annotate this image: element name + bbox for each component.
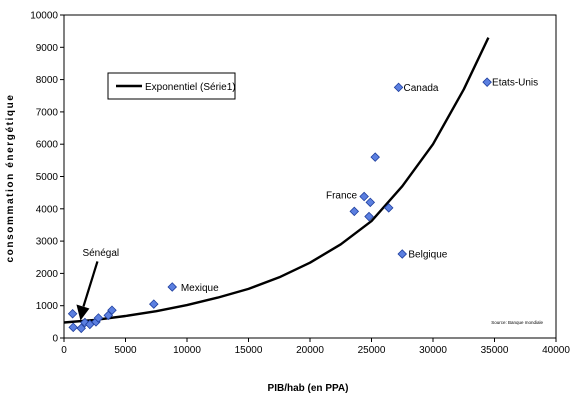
y-tick-label: 4000 [36,204,59,215]
data-point [370,152,380,162]
y-tick-label: 9000 [36,43,59,54]
y-tick-label: 3000 [36,237,59,248]
data-point [76,323,86,334]
legend-box [107,72,236,100]
x-axis: 0 5000 10000 15000 20000 25000 30000 35000 40000 [61,338,570,356]
legend-label: Exponentiel (Série1) [145,82,236,93]
plot-area [63,14,557,339]
x-tick-label: 40000 [542,345,570,356]
data-point [397,249,408,259]
arrow-shaft [82,261,99,307]
x-tick-label: 10000 [173,345,201,356]
arrow-head [76,304,90,321]
data-point [349,206,360,217]
data-point [383,203,394,213]
y-tick-label: 7000 [36,107,59,118]
y-tick-label: 8000 [36,75,59,86]
x-tick-label: 30000 [419,345,447,356]
country-label: Etats-Unis [492,78,538,89]
x-axis-title: PIB/hab (en PPA) [268,383,349,394]
data-point [364,211,374,222]
trend-series [63,37,490,324]
country-label: France [326,191,358,202]
source-note: Source: Banque mondiale [491,320,543,325]
plot-border [63,14,557,339]
country-label: Canada [403,83,438,94]
x-tick-label: 25000 [358,345,386,356]
y-tick-label: 2000 [36,269,59,280]
data-point [149,299,159,309]
data-point [167,282,178,292]
data-point [107,305,117,315]
x-tick-label: 0 [61,345,67,356]
legend: Exponentiel (Série1) [107,72,236,100]
data-point [68,322,78,333]
data-point [93,313,104,323]
data-point [482,77,492,87]
trend-line [63,37,490,324]
y-tick-label: 10000 [30,11,58,22]
country-label: Belgique [408,250,447,261]
y-tick-label: 6000 [36,140,59,151]
data-point [393,82,404,93]
y-axis: 0 1000 2000 3000 4000 5000 6000 7000 8000 9000 100… [30,11,64,345]
x-tick-label: 15000 [235,345,263,356]
country-annotations: Sénégal Mexique France Canada Etats-Unis Belg… [76,78,538,321]
y-tick-label: 0 [52,334,58,345]
y-tick-label: 1000 [36,301,59,312]
x-tick-label: 5000 [114,345,137,356]
y-axis-title: consommation énergétique [5,94,16,263]
data-point [365,197,376,208]
data-point [67,309,78,319]
y-tick-label: 5000 [36,172,59,183]
scatter-series [67,77,492,334]
country-label: Mexique [181,283,219,294]
country-label: Sénégal [82,248,119,259]
data-point [359,191,369,202]
x-tick-label: 20000 [296,345,324,356]
x-tick-label: 35000 [481,345,509,356]
